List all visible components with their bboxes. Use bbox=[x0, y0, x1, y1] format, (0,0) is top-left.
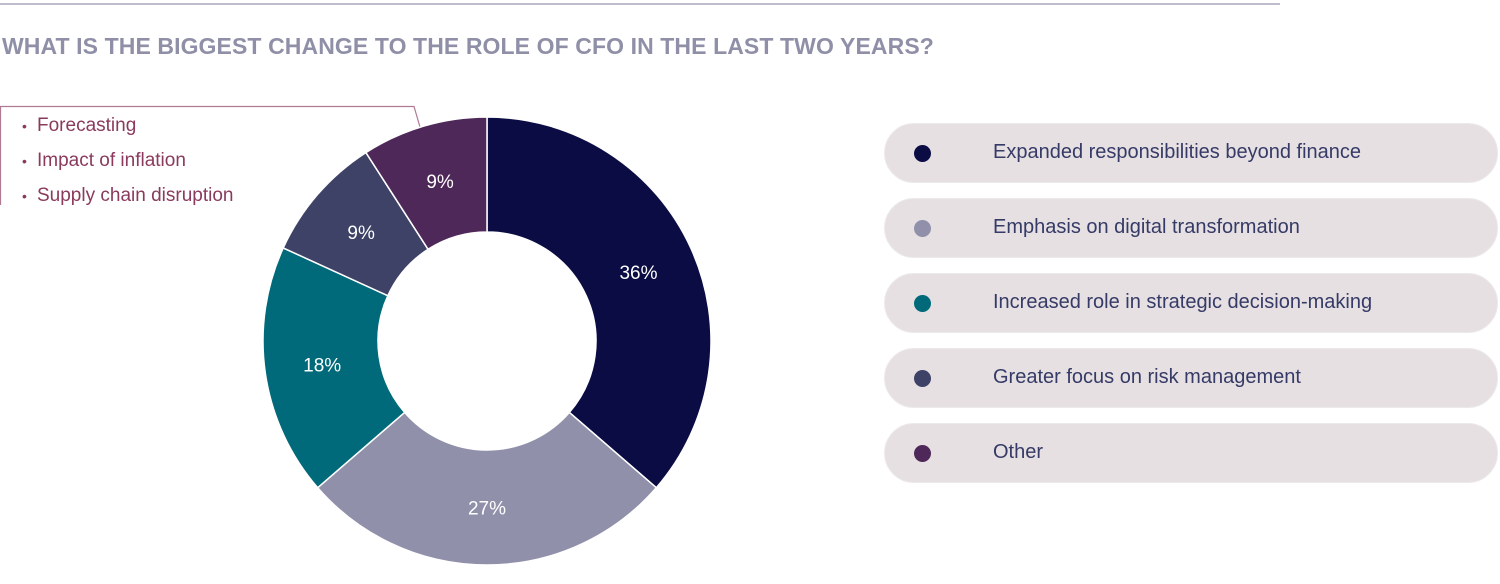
donut-slice bbox=[316, 411, 658, 566]
donut-slices bbox=[262, 116, 712, 566]
legend-label: Other bbox=[993, 441, 1044, 463]
donut-labels: 36% 27% 18% 9% 9% bbox=[303, 172, 657, 519]
donut-slice bbox=[262, 246, 406, 489]
slice-label: 9% bbox=[426, 172, 454, 193]
callout-line bbox=[0, 105, 421, 205]
callout-item-label: Supply chain disruption bbox=[37, 185, 234, 206]
legend-dot-icon bbox=[914, 145, 931, 162]
donut-slice bbox=[364, 116, 488, 251]
chart-title: WHAT IS THE BIGGEST CHANGE TO THE ROLE O… bbox=[2, 33, 934, 59]
bullet-icon: • bbox=[22, 118, 27, 134]
legend: Expanded responsibilities beyond finance… bbox=[884, 123, 1500, 498]
legend-dot-icon bbox=[914, 220, 931, 237]
legend-label: Emphasis on digital transformation bbox=[993, 216, 1300, 238]
legend-dot-icon bbox=[914, 445, 931, 462]
legend-item-risk-management[interactable]: Greater focus on risk management bbox=[884, 348, 1498, 408]
bullet-icon: • bbox=[22, 153, 27, 169]
legend-label: Increased role in strategic decision-mak… bbox=[993, 291, 1373, 313]
donut-slice bbox=[486, 116, 712, 489]
callout-item-label: Forecasting bbox=[37, 115, 137, 136]
slice-label: 27% bbox=[468, 499, 506, 520]
callout-connector bbox=[0, 105, 421, 205]
legend-dot-icon bbox=[914, 370, 931, 387]
callout-item-label: Impact of inflation bbox=[37, 150, 186, 171]
slice-label: 9% bbox=[347, 223, 375, 244]
legend-item-strategic-decision-making[interactable]: Increased role in strategic decision-mak… bbox=[884, 273, 1498, 333]
legend-item-other[interactable]: Other bbox=[884, 423, 1498, 483]
callout-item: • Supply chain disruption bbox=[22, 183, 233, 218]
callout-item: • Impact of inflation bbox=[22, 148, 233, 183]
callout-item: • Forecasting bbox=[22, 113, 233, 148]
callout-list: • Forecasting • Impact of inflation • Suppl… bbox=[22, 113, 233, 218]
legend-dot-icon bbox=[914, 295, 931, 312]
top-rule bbox=[0, 3, 1280, 5]
legend-label: Expanded responsibilities beyond finance bbox=[993, 141, 1362, 163]
legend-label: Greater focus on risk management bbox=[993, 366, 1301, 388]
donut-chart: 36% 27% 18% 9% 9% bbox=[262, 116, 712, 566]
bullet-icon: • bbox=[22, 188, 27, 204]
slice-label: 36% bbox=[619, 263, 657, 284]
legend-item-expanded-responsibilities[interactable]: Expanded responsibilities beyond finance bbox=[884, 123, 1498, 183]
slice-label: 18% bbox=[303, 356, 341, 377]
legend-item-digital-transformation[interactable]: Emphasis on digital transformation bbox=[884, 198, 1498, 258]
